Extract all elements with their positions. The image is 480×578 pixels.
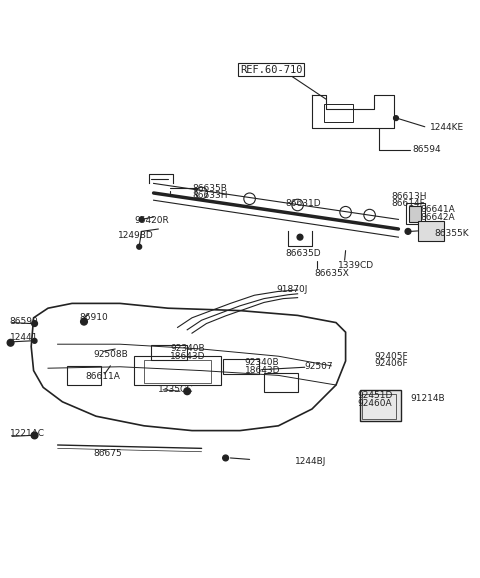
Text: 1249BD: 1249BD bbox=[118, 231, 153, 240]
Text: 92340B: 92340B bbox=[245, 358, 279, 368]
Text: 86633H: 86633H bbox=[192, 191, 228, 200]
Bar bbox=[406, 203, 425, 224]
Text: 1244BJ: 1244BJ bbox=[295, 457, 326, 466]
Text: 92405F: 92405F bbox=[374, 351, 408, 361]
Bar bbox=[67, 366, 101, 385]
Text: 92406F: 92406F bbox=[374, 359, 408, 368]
Text: 1335CC: 1335CC bbox=[158, 385, 194, 394]
Bar bbox=[360, 390, 401, 421]
Bar bbox=[144, 360, 211, 383]
Circle shape bbox=[184, 388, 191, 395]
Text: 86635D: 86635D bbox=[286, 250, 321, 258]
Bar bbox=[409, 206, 421, 222]
Text: 91214B: 91214B bbox=[410, 394, 445, 403]
Text: 86611A: 86611A bbox=[85, 372, 120, 381]
Text: 12441: 12441 bbox=[10, 334, 38, 342]
Text: 86590: 86590 bbox=[10, 317, 38, 326]
Text: 86355K: 86355K bbox=[434, 229, 469, 238]
Circle shape bbox=[394, 116, 398, 121]
Circle shape bbox=[32, 321, 37, 327]
Circle shape bbox=[139, 217, 144, 222]
Text: 92507: 92507 bbox=[305, 362, 334, 371]
Text: 86631D: 86631D bbox=[286, 199, 321, 208]
Text: REF.60-710: REF.60-710 bbox=[240, 65, 302, 75]
Circle shape bbox=[7, 339, 14, 346]
Bar bbox=[362, 394, 396, 418]
Text: 86614F: 86614F bbox=[391, 199, 425, 208]
Text: 92340B: 92340B bbox=[170, 344, 205, 353]
Text: 92508B: 92508B bbox=[94, 350, 128, 360]
Text: 1221AC: 1221AC bbox=[10, 428, 45, 438]
Circle shape bbox=[31, 432, 38, 439]
Text: 92460A: 92460A bbox=[358, 399, 392, 407]
Bar bbox=[418, 221, 444, 241]
Text: 91870J: 91870J bbox=[276, 284, 307, 294]
Text: 1339CD: 1339CD bbox=[338, 261, 374, 269]
Bar bbox=[134, 356, 221, 385]
Text: 86910: 86910 bbox=[79, 313, 108, 323]
Bar bbox=[223, 359, 259, 375]
Text: 18643D: 18643D bbox=[170, 351, 206, 361]
Text: 86635B: 86635B bbox=[192, 184, 227, 193]
Circle shape bbox=[32, 339, 37, 343]
Text: 86594: 86594 bbox=[413, 145, 442, 154]
Circle shape bbox=[81, 318, 87, 325]
Text: 18643D: 18643D bbox=[245, 366, 280, 375]
Circle shape bbox=[297, 234, 303, 240]
Circle shape bbox=[405, 228, 411, 234]
Bar bbox=[264, 373, 298, 392]
Text: 86641A: 86641A bbox=[420, 205, 455, 214]
Text: 92451D: 92451D bbox=[358, 391, 393, 400]
Text: 86642A: 86642A bbox=[420, 213, 455, 221]
Text: 86613H: 86613H bbox=[391, 192, 427, 201]
Text: 86675: 86675 bbox=[94, 449, 122, 458]
Text: 95420R: 95420R bbox=[134, 216, 169, 225]
Bar bbox=[151, 344, 187, 360]
Text: 1244KE: 1244KE bbox=[430, 123, 464, 132]
Text: 86635X: 86635X bbox=[314, 269, 349, 278]
Circle shape bbox=[223, 455, 228, 461]
Bar bbox=[324, 103, 353, 122]
Circle shape bbox=[137, 244, 142, 249]
